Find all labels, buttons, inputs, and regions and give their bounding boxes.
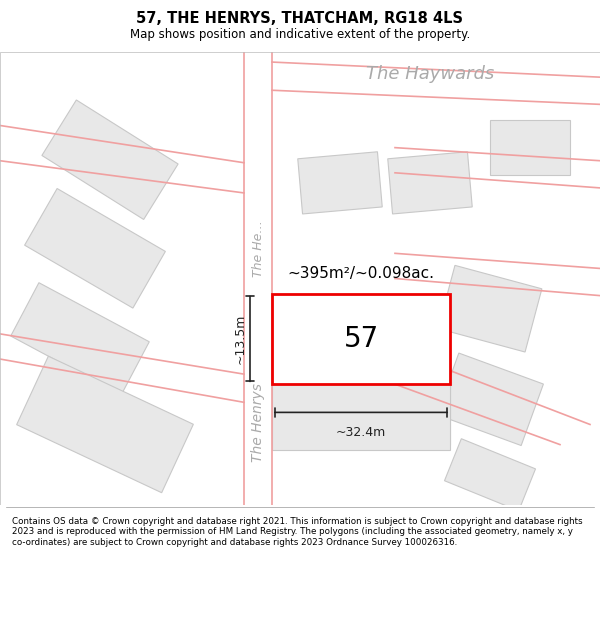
Bar <box>272 294 450 384</box>
Text: Contains OS data © Crown copyright and database right 2021. This information is : Contains OS data © Crown copyright and d… <box>12 517 583 547</box>
Text: The He…: The He… <box>251 220 265 277</box>
Polygon shape <box>11 282 149 395</box>
Text: 57: 57 <box>343 325 379 353</box>
Polygon shape <box>42 100 178 219</box>
Polygon shape <box>438 266 542 352</box>
Bar <box>272 294 450 384</box>
Polygon shape <box>25 189 166 308</box>
Bar <box>272 384 450 449</box>
Text: 57, THE HENRYS, THATCHAM, RG18 4LS: 57, THE HENRYS, THATCHAM, RG18 4LS <box>137 11 464 26</box>
Polygon shape <box>17 356 193 492</box>
Text: The Henrys: The Henrys <box>251 383 265 462</box>
Bar <box>272 294 450 444</box>
Polygon shape <box>445 439 536 511</box>
Text: Map shows position and indicative extent of the property.: Map shows position and indicative extent… <box>130 28 470 41</box>
Text: ~32.4m: ~32.4m <box>336 426 386 439</box>
Polygon shape <box>272 62 600 104</box>
Text: The Haywards: The Haywards <box>366 65 494 83</box>
Polygon shape <box>388 152 472 214</box>
Text: ~395m²/~0.098ac.: ~395m²/~0.098ac. <box>287 266 434 281</box>
Bar <box>244 52 272 505</box>
Text: ~13.5m: ~13.5m <box>234 314 247 364</box>
Polygon shape <box>0 126 244 193</box>
Polygon shape <box>490 120 570 176</box>
Polygon shape <box>298 152 382 214</box>
Polygon shape <box>437 353 544 446</box>
